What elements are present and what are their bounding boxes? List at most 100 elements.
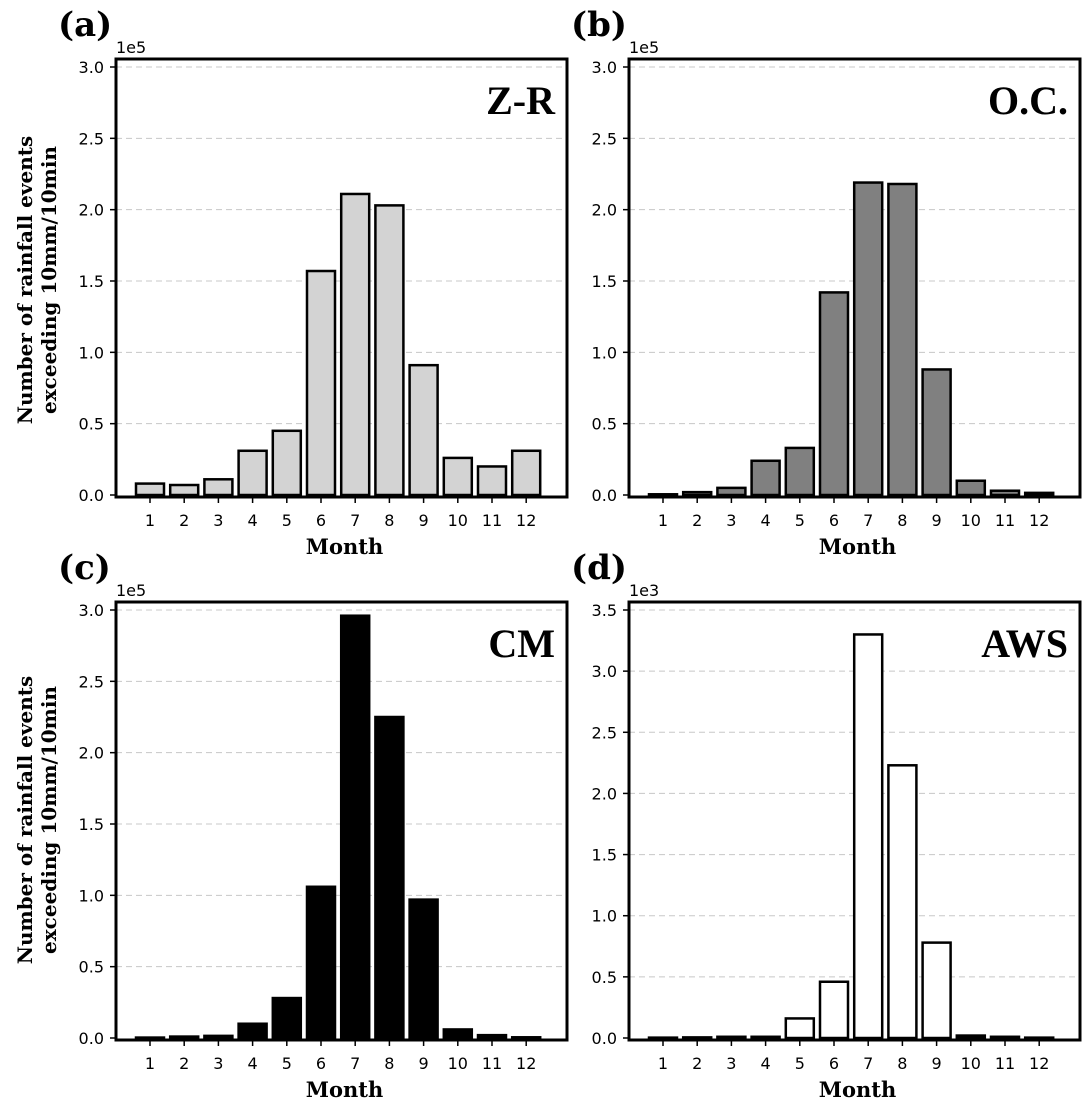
panel-a: 0.00.51.01.52.02.53.01 2 3 4 5 6 7 8 9 10 11 12Mont…	[58, 5, 569, 559]
ytick-label-b-2: 1.0	[592, 343, 617, 362]
xtick-label-c-10: 10	[448, 1054, 468, 1073]
ytick-label-c-0: 0.0	[79, 1029, 104, 1048]
xtick-label-b-6: 6	[829, 511, 839, 530]
bar-b-month-4	[750, 459, 781, 497]
bar-a-month-12	[510, 449, 542, 497]
bar-a-month-7	[339, 192, 371, 497]
bar-d-month-10	[955, 1034, 987, 1040]
plot-frame-a	[114, 57, 569, 499]
ytick-label-d-6: 3.0	[592, 662, 617, 681]
bar-c-month-11	[476, 1033, 508, 1040]
xtick-label-c-6: 6	[316, 1054, 326, 1073]
bar-c-month-12	[510, 1036, 542, 1040]
xtick-label-b-7: 7	[863, 511, 873, 530]
bar-b-month-10	[955, 479, 987, 497]
xtick-label-a-1: 1	[145, 511, 155, 530]
ytick-label-a-3: 1.5	[79, 272, 104, 291]
ytick-label-b-4: 2.0	[592, 201, 617, 220]
plot-frame-b	[627, 57, 1082, 499]
xtick-label-d-11: 11	[995, 1054, 1015, 1073]
bar-c-month-6	[305, 885, 337, 1040]
ytick-label-b-5: 2.5	[592, 129, 617, 148]
ytick-label-c-6: 3.0	[79, 601, 104, 620]
bar-c-month-7	[339, 614, 371, 1040]
ytick-label-c-2: 1.0	[79, 886, 104, 905]
multiplier-c: 1e5	[116, 581, 146, 600]
xtick-label-c-11: 11	[482, 1054, 502, 1073]
method-label-d: AWS	[981, 621, 1068, 666]
xtick-label-d-12: 12	[1029, 1054, 1049, 1073]
xtick-label-b-8: 8	[897, 511, 907, 530]
xtick-label-a-12: 12	[516, 511, 536, 530]
xtick-label-a-6: 6	[316, 511, 326, 530]
panel-letter-d: (d)	[571, 548, 627, 588]
panel-d: 0.00.51.01.52.02.53.03.51 2 3 4 5 6 7 8 9 10 11 12M…	[571, 548, 1082, 1102]
xtick-label-c-9: 9	[419, 1054, 429, 1073]
ytick-label-a-1: 0.5	[79, 415, 104, 434]
bar-d-month-4	[750, 1035, 781, 1040]
bar-c-month-4	[237, 1022, 268, 1040]
bar-b-month-5	[784, 446, 816, 497]
ytick-label-c-1: 0.5	[79, 958, 104, 977]
plot-frame-d	[627, 600, 1082, 1042]
xtick-label-a-3: 3	[213, 511, 223, 530]
bar-c-month-8	[374, 715, 405, 1040]
bar-a-month-3	[203, 478, 234, 497]
xtick-label-b-4: 4	[761, 511, 771, 530]
xtick-label-d-10: 10	[961, 1054, 981, 1073]
bar-d-month-7	[852, 633, 884, 1040]
ytick-label-a-2: 1.0	[79, 343, 104, 362]
xtick-label-c-3: 3	[213, 1054, 223, 1073]
xtick-label-b-9: 9	[932, 511, 942, 530]
bar-d-month-3	[716, 1035, 747, 1040]
xtick-label-d-6: 6	[829, 1054, 839, 1073]
ytick-label-d-7: 3.5	[592, 601, 617, 620]
xtick-label-b-3: 3	[726, 511, 736, 530]
bar-a-month-4	[237, 449, 268, 497]
ylabel-c-line2: exceeding 10mm/10min	[37, 686, 61, 954]
ytick-label-b-3: 1.5	[592, 272, 617, 291]
bar-b-month-3	[716, 486, 747, 497]
bar-a-month-5	[271, 429, 303, 497]
bar-b-month-9	[921, 368, 952, 497]
xtick-label-b-1: 1	[658, 511, 668, 530]
xtick-label-d-2: 2	[692, 1054, 702, 1073]
bar-b-month-7	[852, 181, 884, 497]
method-label-c: CM	[488, 621, 555, 666]
xtick-label-d-4: 4	[761, 1054, 771, 1073]
method-label-a: Z-R	[486, 78, 556, 123]
panel-letter-b: (b)	[571, 5, 627, 45]
bar-a-month-9	[408, 363, 439, 497]
ytick-label-c-5: 2.5	[79, 672, 104, 691]
xtick-label-b-2: 2	[692, 511, 702, 530]
xtick-label-c-5: 5	[282, 1054, 292, 1073]
ylabel-c-line1: Number of rainfall events	[13, 676, 37, 965]
ytick-label-d-3: 1.5	[592, 846, 617, 865]
xlabel-a: Month	[306, 534, 384, 559]
xlabel-d: Month	[819, 1077, 897, 1102]
panel-letter-a: (a)	[58, 5, 112, 45]
ytick-label-d-4: 2.0	[592, 784, 617, 803]
multiplier-b: 1e5	[629, 38, 659, 57]
xtick-label-a-10: 10	[448, 511, 468, 530]
bar-d-month-5	[784, 1017, 816, 1040]
xtick-label-d-1: 1	[658, 1054, 668, 1073]
xtick-label-b-10: 10	[961, 511, 981, 530]
bar-b-month-1	[647, 493, 679, 497]
ytick-label-c-4: 2.0	[79, 744, 104, 763]
xtick-label-c-2: 2	[179, 1054, 189, 1073]
bar-d-month-11	[989, 1035, 1021, 1040]
xlabel-b: Month	[819, 534, 897, 559]
ytick-label-a-6: 3.0	[79, 58, 104, 77]
xtick-label-b-11: 11	[995, 511, 1015, 530]
xtick-label-a-2: 2	[179, 511, 189, 530]
ylabel-a-line1: Number of rainfall events	[13, 136, 37, 425]
bar-b-month-2	[681, 490, 713, 497]
bar-d-month-2	[681, 1036, 713, 1040]
bar-c-month-5	[271, 996, 303, 1040]
xtick-label-d-7: 7	[863, 1054, 873, 1073]
ytick-label-a-0: 0.0	[79, 486, 104, 505]
multiplier-a: 1e5	[116, 38, 146, 57]
ytick-label-d-2: 1.0	[592, 907, 617, 926]
